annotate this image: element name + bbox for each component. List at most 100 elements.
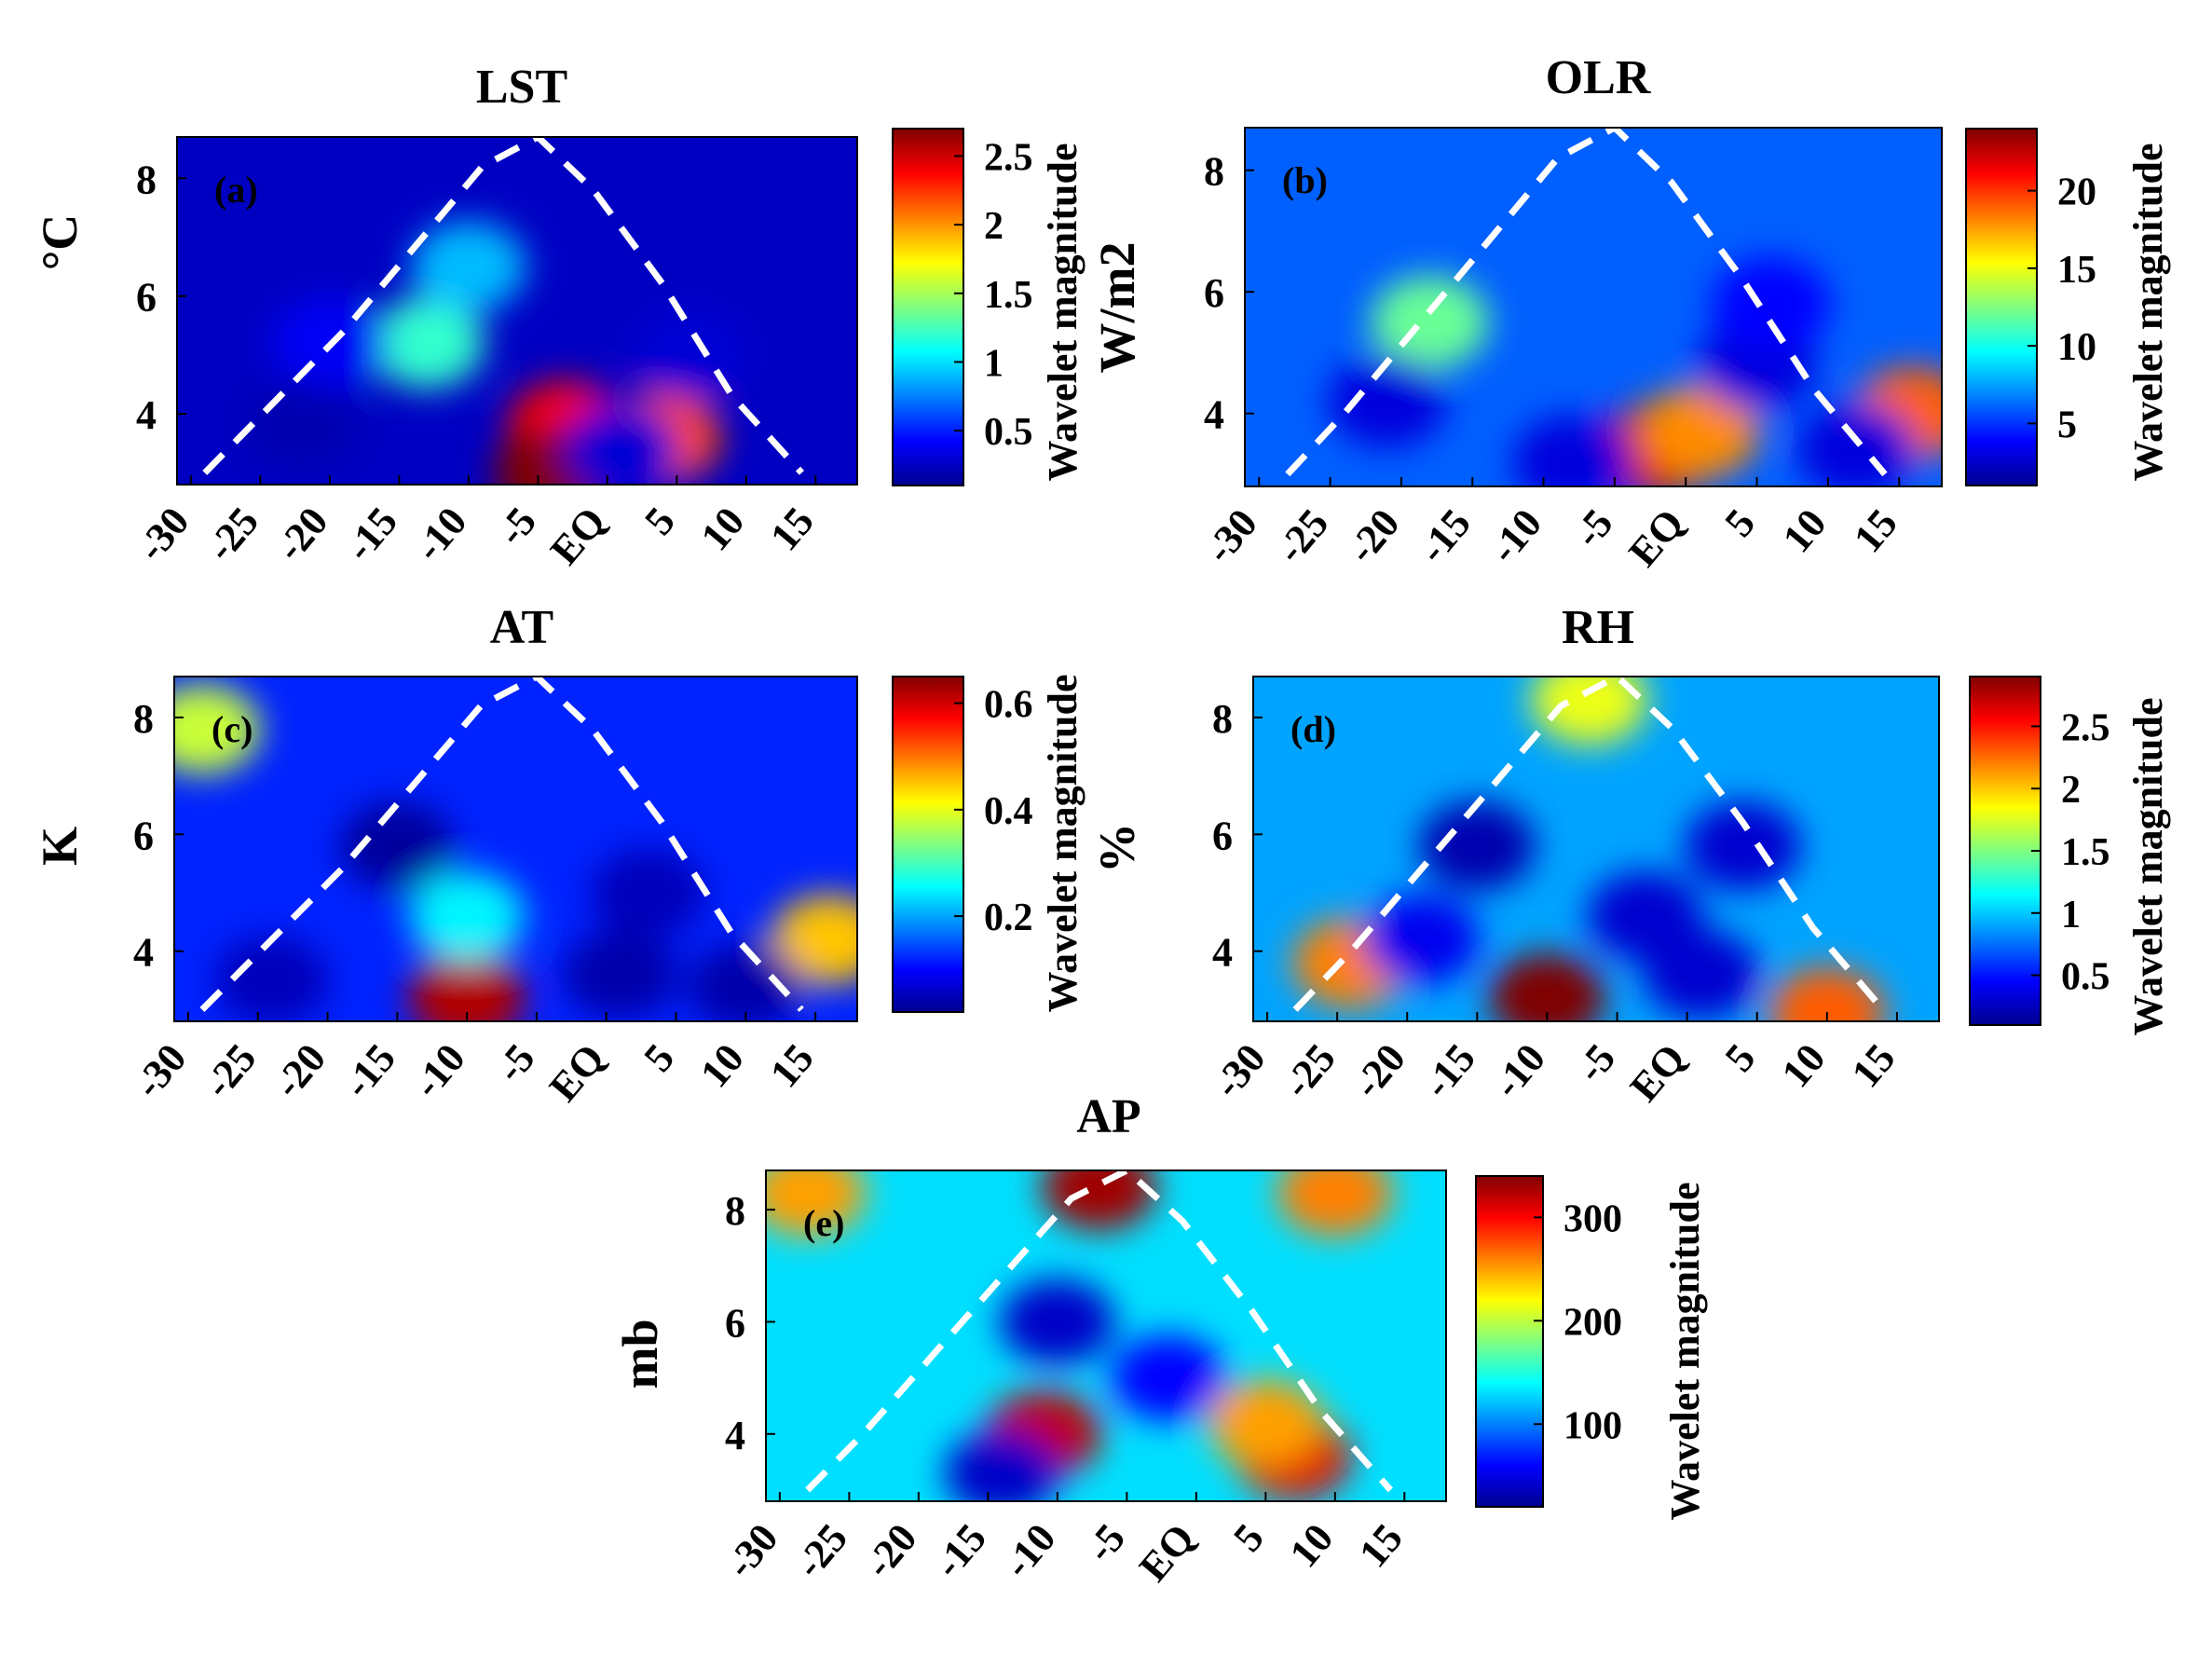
ytick-label-e-8: 8 [725,1188,745,1234]
hotspot-b-6 [1712,257,1831,351]
xtick-label-a-5: -5 [488,499,545,554]
colorbar-label-a: Wavelet magnitude [1040,144,1086,482]
colorbar-e [1475,1175,1544,1508]
colorbar-tick-label-a-4: 2.5 [984,136,1033,179]
colorbar-a [892,128,964,486]
title-b: OLR [1546,51,1652,104]
ytick-label-c-6: 6 [133,813,154,858]
colorbar-tick-label-b-0: 5 [2057,403,2077,446]
cone-of-influence-e [805,1170,1394,1493]
ytick-label-e-4: 4 [725,1413,745,1458]
xtick-label-e-9: 15 [1350,1515,1412,1576]
cone-of-influence-a [202,137,804,475]
xtick-label-c-2: -20 [265,1035,335,1106]
axes-frame-d [1252,676,1940,1022]
xtick-label-d-4: -10 [1484,1035,1554,1106]
xtick-label-c-5: -5 [487,1035,544,1091]
xtick-label-a-0: -30 [128,499,198,569]
heatmap-hotspots [1292,677,1886,1021]
ytick-label-d-8: 8 [1212,696,1233,742]
cone-of-influence-b [1285,128,1888,477]
xtick-label-c-8: 10 [691,1035,753,1096]
xtick-label-a-3: -15 [336,499,406,569]
heatmap-hotspots [174,684,857,1021]
ylabel-d: % [1089,823,1145,873]
colorbar-tick-label-d-1: 1 [2061,894,2081,937]
xtick-label-c-3: -15 [335,1035,404,1106]
hotspot-a-4 [369,297,485,389]
xtick-label-d-2: -20 [1345,1035,1414,1106]
xtick-label-e-8: 10 [1281,1515,1343,1576]
colorbar-tick-label-b-1: 10 [2057,326,2096,369]
hotspot-c-2 [174,684,261,774]
hotspot-a-8 [410,221,526,312]
colorbar-label-d: Wavelet magnitude [2125,698,2171,1036]
xtick-label-b-0: -30 [1196,500,1266,571]
hotspot-c-0 [408,952,526,1021]
heatmap-b [1245,128,1942,486]
xtick-label-e-7: 5 [1224,1515,1273,1560]
hotspot-b-1 [1640,385,1760,479]
ytick-label-b-4: 4 [1204,392,1224,438]
xtick-label-c-6: EQ [540,1035,613,1110]
colorbar-tick-label-a-0: 0.5 [984,411,1033,454]
hotspot-e-7 [999,1279,1115,1365]
hotspot-d-8 [1643,929,1760,1019]
colorbar-c [892,676,964,1013]
ylabel-b: W/m2 [1089,242,1145,374]
heatmap-a [177,137,857,485]
xtick-label-e-0: -30 [717,1515,786,1586]
xtick-label-b-2: -20 [1338,500,1408,571]
xtick-label-a-4: -10 [405,499,475,569]
panel-label-d: (d) [1290,708,1336,750]
xtick-label-a-2: -20 [266,499,336,569]
xtick-label-d-5: -5 [1567,1035,1624,1091]
heatmap-hotspots [1328,257,1942,486]
ytick-label-a-6: 6 [136,275,157,321]
xtick-label-d-9: 15 [1843,1035,1905,1096]
hotspot-c-6 [213,936,331,1021]
hotspot-d-6 [1685,800,1802,891]
xtick-label-e-3: -15 [925,1515,995,1586]
xtick-label-c-4: -10 [404,1035,474,1106]
xtick-label-e-5: -5 [1077,1515,1134,1571]
hotspot-d-0 [1488,952,1605,1021]
xtick-label-e-2: -20 [855,1515,925,1586]
colorbar-tick-label-d-4: 2.5 [2061,706,2110,749]
hotspot-e-8 [944,1429,1060,1501]
title-e: AP [1076,1090,1140,1143]
xtick-label-b-8: 10 [1774,500,1836,561]
colorbar-tick-label-e-1: 200 [1563,1301,1622,1344]
hotspot-e-4 [766,1170,866,1237]
hotspot-c-3 [408,871,526,962]
xtick-label-e-4: -10 [994,1515,1064,1586]
colorbar-tick-label-e-2: 300 [1563,1197,1622,1240]
colorbar-tick-label-c-0: 0.2 [984,896,1033,939]
cone-of-influence-c [199,677,804,1012]
panel-c: (c) AT K 4 6 8 -30 -25 -20 -15 -10 -5EQ 5 10 15 0.2 0.4 0… [32,601,1086,1110]
xtick-label-c-9: 15 [761,1035,823,1096]
xtick-label-d-6: EQ [1621,1035,1694,1110]
hotspot-b-7 [1512,415,1632,486]
hotspot-d-2 [1768,967,1886,1021]
hotspot-c-7 [590,847,706,938]
title-d: RH [1562,601,1634,654]
xtick-label-d-1: -25 [1275,1035,1345,1106]
xtick-label-a-6: EQ [541,499,614,573]
panel-label-c: (c) [212,708,253,750]
xtick-label-d-0: -30 [1204,1035,1274,1106]
heatmap-d [1253,677,1939,1021]
xtick-label-e-1: -25 [786,1515,856,1586]
ytick-label-a-4: 4 [136,392,157,438]
ytick-label-c-8: 8 [133,696,154,742]
colorbar-tick-label-a-1: 1 [984,342,1004,385]
xtick-label-b-3: -15 [1410,500,1480,571]
colorbar-tick-label-e-0: 100 [1563,1404,1622,1447]
xtick-label-b-1: -25 [1267,500,1337,571]
hotspot-a-6 [244,380,361,472]
colorbar-tick-label-b-3: 20 [2057,171,2096,214]
heatmap-c [174,677,857,1021]
colorbar-label-b: Wavelet magnitude [2125,144,2171,482]
